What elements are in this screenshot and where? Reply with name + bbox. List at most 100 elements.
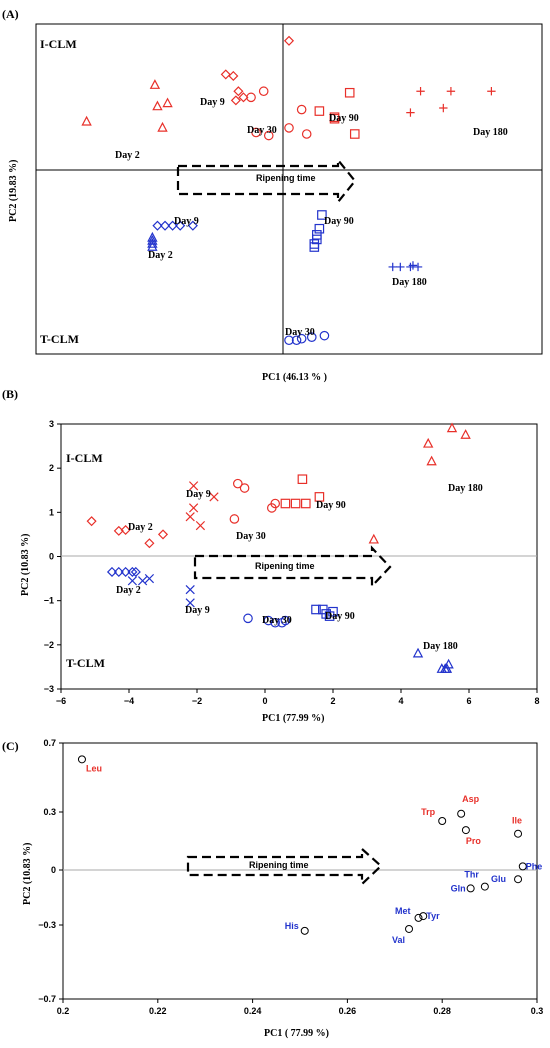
point-t-clm-day90-0 — [311, 604, 321, 615]
panel-c-y-title: PC2 (10.83 %) — [22, 843, 33, 906]
panel-b-annotations: Day 9 Day 2 Day 30 Day 90 Day 180 Day 2 … — [116, 483, 483, 652]
var-label-thr: Thr — [464, 870, 479, 880]
point-i-clm-day180-2 — [487, 87, 496, 96]
point-i-clm-day180-3 — [406, 108, 415, 117]
var-point-tyr — [419, 912, 428, 921]
point-i-clm-day9-5 — [283, 35, 295, 46]
var-point-pro — [461, 826, 470, 835]
panel-c-ticks: 0.2 0.22 0.24 0.26 0.28 0.3 0.7 0.3 0 −0.3 −0.7 — [38, 738, 543, 1016]
panel-b-arrow: Ripening time — [193, 545, 392, 589]
point-t-clm-day30-1 — [263, 615, 274, 626]
panel-b-ticks: −6 −4 −2 0 2 4 6 8 3 2 1 0 −1 −2 −3 — [44, 419, 540, 706]
annot-b-i-day180: Day 180 — [448, 483, 483, 494]
annot-a-t-day9: Day 9 — [174, 216, 199, 227]
point-i-clm-day9-3 — [209, 492, 219, 502]
x-tick-label: 6 — [466, 696, 471, 706]
x-tick-label: −4 — [124, 696, 134, 706]
var-label-his: His — [285, 921, 299, 931]
y-tick-label: 0.7 — [43, 738, 56, 748]
point-t-clm-day2-2 — [147, 238, 158, 248]
y-tick-label: 0 — [51, 865, 56, 875]
point-t-clm-day30-4 — [280, 615, 291, 626]
panel-a-title: (A) — [2, 7, 19, 21]
annot-b-i-day90: Day 90 — [316, 500, 346, 511]
panel-c-marks: Leu Asp Trp Pro Ile Thr Glu Phe Gln Met Tyr Val His — [77, 755, 542, 945]
point-i-clm-day90-0 — [280, 498, 291, 509]
panel-a-arrow: Ripening time — [176, 156, 357, 206]
panel-c-frame — [62, 742, 538, 1000]
panel-c-arrow-label: Ripening time — [249, 860, 309, 870]
point-t-clm-day30-3 — [306, 332, 317, 342]
point-i-clm-day2-3 — [144, 538, 155, 549]
point-t-clm-day180-0 — [412, 647, 424, 658]
var-label-asp: Asp — [462, 794, 480, 804]
x-tick-label: 0.28 — [433, 1006, 451, 1016]
point-t-clm-day9-4 — [187, 220, 198, 231]
x-tick-label: 0.3 — [531, 1006, 544, 1016]
point-i-clm-day90-1 — [314, 106, 325, 116]
panel-a-group-bottom: T-CLM — [40, 332, 79, 346]
point-i-clm-day180-4 — [460, 429, 471, 439]
point-i-clm-day2-0 — [81, 115, 92, 126]
x-tick-label: 8 — [534, 696, 539, 706]
point-t-clm-day90-4 — [328, 606, 338, 617]
var-point-his — [300, 926, 309, 935]
point-t-clm-day30-4 — [319, 330, 330, 341]
var-label-pro: Pro — [466, 836, 482, 846]
annot-a-i-day90: Day 90 — [329, 113, 359, 124]
point-t-clm-day2-1 — [147, 234, 158, 245]
x-tick-label: 0.2 — [57, 1006, 70, 1016]
point-i-clm-day90-3 — [314, 492, 325, 502]
annot-a-i-day9: Day 9 — [200, 97, 225, 108]
point-t-clm-day9-1 — [137, 576, 148, 586]
x-tick-label: 0.26 — [339, 1006, 357, 1016]
point-t-clm-day9-4 — [185, 598, 195, 608]
point-i-clm-day2-3 — [157, 121, 168, 132]
point-i-clm-day180-0 — [368, 533, 379, 544]
point-t-clm-day180-4 — [413, 262, 423, 272]
point-i-clm-day30-0 — [246, 92, 256, 103]
panel-b-title: (B) — [2, 387, 18, 401]
x-tick-label: −6 — [56, 696, 66, 706]
point-i-clm-day9-0 — [220, 69, 231, 80]
var-label-met: Met — [395, 906, 411, 916]
point-i-clm-day2-4 — [162, 97, 173, 108]
panel-c: (C) 0.2 0.22 0.24 0.26 0.28 0.3 0.7 0.3 0 −0.3 −0.… — [2, 738, 543, 1039]
var-point-gln — [466, 884, 475, 893]
point-i-clm-day30-4 — [270, 498, 280, 509]
var-label-val: Val — [392, 935, 405, 945]
point-t-clm-day90-5 — [309, 242, 320, 252]
y-tick-label: −3 — [44, 684, 54, 694]
annot-b-t-day30: Day 30 — [262, 615, 292, 626]
var-point-met — [414, 913, 423, 922]
point-t-clm-day90-1 — [314, 223, 325, 234]
point-t-clm-day180-3 — [408, 261, 418, 270]
var-label-trp: Trp — [421, 807, 436, 817]
point-t-clm-day180-1 — [396, 262, 405, 272]
point-i-clm-day180-0 — [416, 87, 425, 96]
panel-a-frame — [35, 23, 543, 355]
panel-a-x-title: PC1 (46.13 % ) — [262, 372, 327, 383]
point-t-clm-day2-2 — [120, 566, 131, 578]
y-tick-label: 1 — [49, 507, 54, 517]
point-i-clm-day9-1 — [228, 70, 239, 81]
y-tick-label: −0.3 — [38, 920, 56, 930]
point-i-clm-day2-0 — [86, 516, 97, 527]
point-i-clm-day2-2 — [152, 100, 163, 111]
y-tick-label: 0 — [49, 552, 54, 562]
annot-b-i-day9: Day 9 — [186, 489, 211, 500]
panel-b-x-title: PC1 (77.99 %) — [262, 713, 325, 724]
var-label-ile: Ile — [512, 816, 522, 826]
annot-a-i-day180: Day 180 — [473, 127, 508, 138]
point-i-clm-day180-3 — [446, 422, 458, 433]
var-label-leu: Leu — [86, 763, 102, 773]
panel-a: (A) I-CLM T-CLM PC1 (46.13 % ) PC2 (19.8… — [2, 7, 543, 383]
var-point-leu — [77, 755, 86, 764]
point-t-clm-day9-3 — [175, 220, 186, 231]
point-i-clm-day90-0 — [344, 87, 355, 98]
var-point-trp — [438, 817, 447, 826]
point-t-clm-day9-1 — [159, 220, 171, 231]
point-i-clm-day9-1 — [188, 503, 199, 513]
point-t-clm-day90-0 — [317, 210, 327, 220]
point-t-clm-day9-0 — [127, 576, 138, 586]
